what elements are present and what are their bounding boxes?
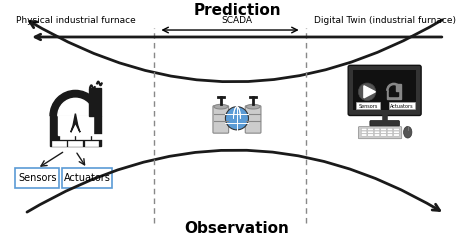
Polygon shape [92, 134, 106, 139]
Text: Physical industrial furnace: Physical industrial furnace [16, 16, 135, 25]
FancyBboxPatch shape [361, 128, 367, 130]
FancyBboxPatch shape [393, 134, 399, 136]
FancyBboxPatch shape [370, 121, 400, 126]
FancyBboxPatch shape [368, 128, 374, 130]
FancyBboxPatch shape [387, 134, 393, 136]
FancyBboxPatch shape [368, 134, 374, 136]
Ellipse shape [403, 126, 412, 138]
Ellipse shape [358, 83, 376, 101]
Polygon shape [68, 141, 82, 146]
Text: Sensors: Sensors [358, 104, 378, 109]
Polygon shape [58, 116, 93, 135]
FancyBboxPatch shape [393, 128, 399, 130]
FancyBboxPatch shape [381, 134, 386, 136]
Polygon shape [85, 141, 99, 146]
Polygon shape [76, 134, 90, 139]
FancyArrowPatch shape [27, 150, 439, 212]
FancyBboxPatch shape [374, 134, 380, 136]
FancyBboxPatch shape [15, 168, 59, 188]
Polygon shape [52, 141, 66, 146]
Text: Digital Twin (industrial furnace): Digital Twin (industrial furnace) [314, 16, 456, 25]
FancyBboxPatch shape [213, 106, 228, 133]
Polygon shape [387, 91, 401, 99]
Text: Prediction: Prediction [193, 3, 281, 17]
Polygon shape [60, 134, 74, 139]
Ellipse shape [214, 104, 228, 109]
Polygon shape [50, 116, 101, 146]
Wedge shape [389, 86, 399, 91]
Text: Actuators: Actuators [390, 104, 413, 109]
Polygon shape [364, 86, 375, 98]
FancyBboxPatch shape [62, 168, 112, 188]
FancyArrowPatch shape [30, 20, 442, 82]
FancyBboxPatch shape [358, 127, 402, 139]
FancyBboxPatch shape [348, 65, 421, 115]
FancyBboxPatch shape [381, 128, 386, 130]
FancyBboxPatch shape [368, 131, 374, 133]
FancyBboxPatch shape [374, 131, 380, 133]
Polygon shape [396, 84, 401, 91]
Wedge shape [387, 83, 401, 91]
Text: Observation: Observation [184, 221, 290, 236]
Ellipse shape [226, 107, 248, 130]
FancyBboxPatch shape [361, 131, 367, 133]
FancyBboxPatch shape [374, 128, 380, 130]
Wedge shape [50, 90, 101, 116]
FancyBboxPatch shape [381, 131, 386, 133]
Ellipse shape [246, 104, 260, 109]
Polygon shape [71, 114, 80, 132]
FancyBboxPatch shape [387, 128, 393, 130]
FancyBboxPatch shape [389, 102, 415, 109]
FancyBboxPatch shape [387, 131, 393, 133]
FancyBboxPatch shape [245, 106, 261, 133]
FancyBboxPatch shape [353, 71, 416, 110]
Polygon shape [389, 91, 399, 96]
FancyBboxPatch shape [361, 134, 367, 136]
Wedge shape [58, 98, 93, 116]
Text: SCADA: SCADA [221, 16, 253, 25]
Text: Actuators: Actuators [64, 173, 110, 183]
FancyBboxPatch shape [393, 131, 399, 133]
Text: Sensors: Sensors [18, 173, 56, 183]
FancyBboxPatch shape [356, 102, 380, 109]
Polygon shape [89, 88, 101, 116]
